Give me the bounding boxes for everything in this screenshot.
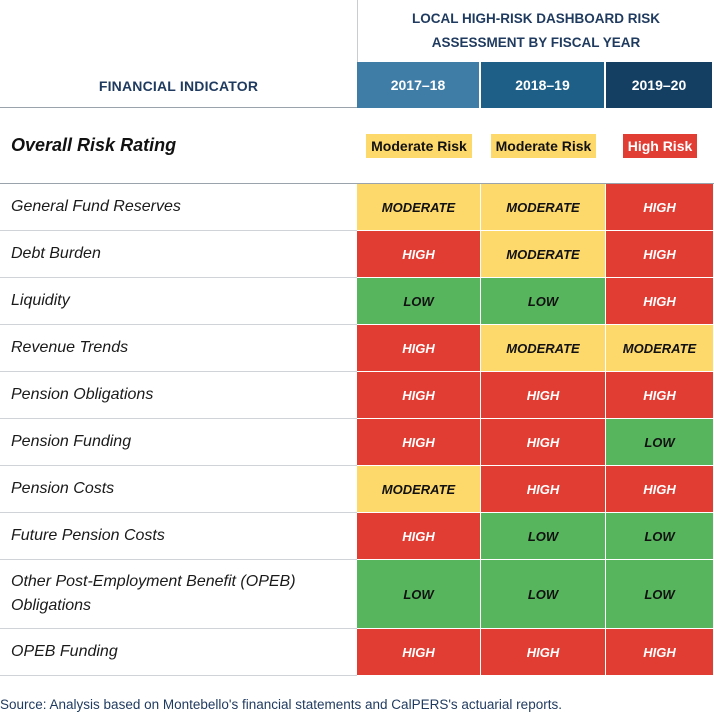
risk-cell-low: LOW bbox=[357, 560, 481, 629]
risk-cell-low: LOW bbox=[357, 278, 481, 325]
risk-cell-high: HIGH bbox=[606, 231, 714, 278]
risk-cell-high: HIGH bbox=[481, 629, 606, 676]
risk-cell-high: HIGH bbox=[357, 513, 481, 560]
indicator-column-header: FINANCIAL INDICATOR bbox=[0, 0, 357, 108]
table-title: LOCAL HIGH-RISK DASHBOARD RISK ASSESSMEN… bbox=[357, 0, 714, 62]
year-header-1: 2017–18 bbox=[357, 62, 481, 108]
source-note: Source: Analysis based on Montebello's f… bbox=[0, 697, 562, 712]
risk-cell-high: HIGH bbox=[357, 419, 481, 466]
overall-rating-cell: High Risk bbox=[606, 108, 714, 184]
risk-cell-high: HIGH bbox=[606, 466, 714, 513]
indicator-label: Revenue Trends bbox=[0, 325, 357, 372]
indicator-label: Debt Burden bbox=[0, 231, 357, 278]
overall-rating-cell: Moderate Risk bbox=[481, 108, 606, 184]
overall-rating-badge: High Risk bbox=[622, 133, 698, 158]
risk-cell-high: HIGH bbox=[606, 184, 714, 231]
indicator-label: Pension Obligations bbox=[0, 372, 357, 419]
overall-rating-cell: Moderate Risk bbox=[357, 108, 481, 184]
risk-cell-high: HIGH bbox=[606, 372, 714, 419]
risk-cell-low: LOW bbox=[481, 278, 606, 325]
indicator-label: Pension Costs bbox=[0, 466, 357, 513]
risk-cell-low: LOW bbox=[606, 513, 714, 560]
risk-cell-low: LOW bbox=[606, 419, 714, 466]
risk-cell-moderate: MODERATE bbox=[357, 466, 481, 513]
indicator-label: Pension Funding bbox=[0, 419, 357, 466]
risk-cell-high: HIGH bbox=[357, 325, 481, 372]
risk-cell-high: HIGH bbox=[606, 629, 714, 676]
year-header-2: 2018–19 bbox=[481, 62, 606, 108]
risk-cell-moderate: MODERATE bbox=[481, 231, 606, 278]
year-header-3: 2019–20 bbox=[606, 62, 714, 108]
risk-cell-high: HIGH bbox=[481, 372, 606, 419]
risk-cell-high: HIGH bbox=[357, 372, 481, 419]
risk-cell-high: HIGH bbox=[481, 466, 606, 513]
indicator-label: Other Post-Employment Benefit (OPEB) Obl… bbox=[0, 560, 357, 629]
risk-cell-moderate: MODERATE bbox=[606, 325, 714, 372]
indicator-label: Future Pension Costs bbox=[0, 513, 357, 560]
indicator-header-label: FINANCIAL INDICATOR bbox=[98, 78, 259, 94]
overall-risk-label: Overall Risk Rating bbox=[0, 108, 357, 184]
risk-cell-moderate: MODERATE bbox=[481, 325, 606, 372]
risk-cell-moderate: MODERATE bbox=[357, 184, 481, 231]
indicator-label: Liquidity bbox=[0, 278, 357, 325]
risk-cell-low: LOW bbox=[481, 560, 606, 629]
overall-rating-badge: Moderate Risk bbox=[490, 133, 597, 158]
risk-cell-moderate: MODERATE bbox=[481, 184, 606, 231]
indicator-label: OPEB Funding bbox=[0, 629, 357, 676]
risk-cell-high: HIGH bbox=[606, 278, 714, 325]
risk-cell-low: LOW bbox=[606, 560, 714, 629]
overall-rating-badge: Moderate Risk bbox=[366, 133, 472, 158]
risk-cell-high: HIGH bbox=[481, 419, 606, 466]
indicator-label: General Fund Reserves bbox=[0, 184, 357, 231]
risk-cell-low: LOW bbox=[481, 513, 606, 560]
risk-cell-high: HIGH bbox=[357, 629, 481, 676]
risk-cell-high: HIGH bbox=[357, 231, 481, 278]
